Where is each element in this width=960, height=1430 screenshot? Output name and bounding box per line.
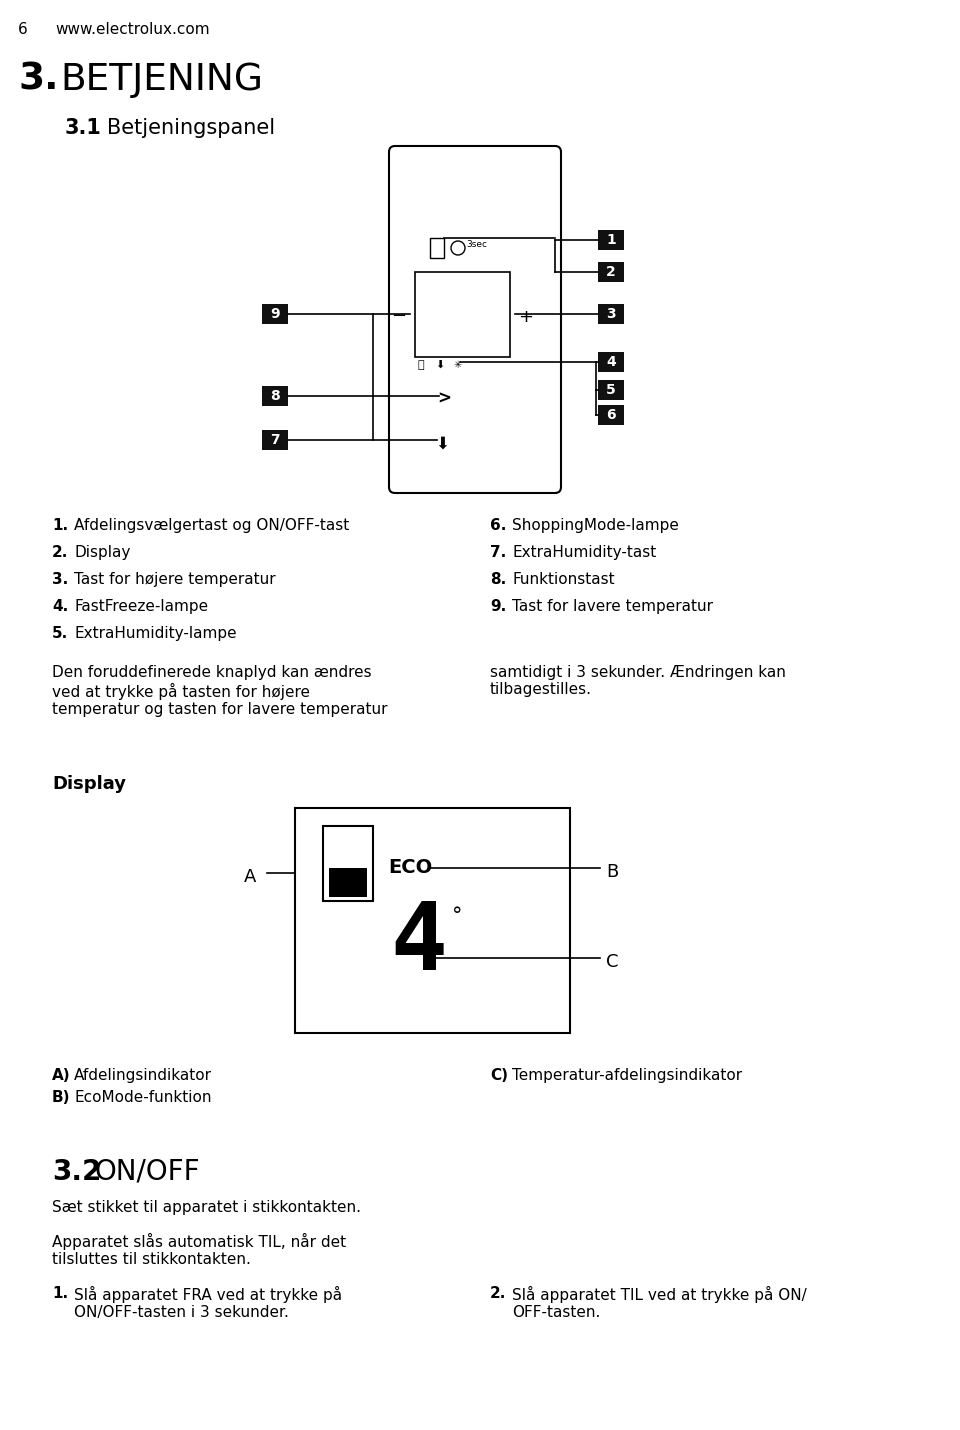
Text: Temperatur-afdelingsindikator: Temperatur-afdelingsindikator [512,1068,742,1083]
Text: Den foruddefinerede knaplyd kan ændres
ved at trykke på tasten for højere
temper: Den foruddefinerede knaplyd kan ændres v… [52,665,388,718]
Text: Slå apparatet FRA ved at trykke på
ON/OFF-tasten i 3 sekunder.: Slå apparatet FRA ved at trykke på ON/OF… [74,1286,342,1320]
Text: 3sec: 3sec [466,240,487,249]
Text: 3.: 3. [52,572,68,586]
Text: Display: Display [52,775,126,794]
Text: °: ° [452,907,463,927]
Text: ON/OFF: ON/OFF [95,1158,201,1185]
Text: Apparatet slås automatisk TIL, når det
tilsluttes til stikkontakten.: Apparatet slås automatisk TIL, når det t… [52,1233,347,1267]
Bar [598,380,624,400]
Text: Afdelingsindikator: Afdelingsindikator [74,1068,212,1083]
Circle shape [451,242,465,255]
Text: C): C) [490,1068,508,1083]
Text: 5: 5 [606,383,616,398]
Text: Slå apparatet TIL ved at trykke på ON/
OFF-tasten.: Slå apparatet TIL ved at trykke på ON/ O… [512,1286,806,1320]
Text: Sæt stikket til apparatet i stikkontakten.: Sæt stikket til apparatet i stikkontakte… [52,1200,361,1216]
Text: 8: 8 [270,389,280,403]
Text: C: C [606,952,618,971]
Text: 9: 9 [270,307,279,320]
Text: 6: 6 [18,21,28,37]
Text: 1.: 1. [52,1286,68,1301]
Bar [323,827,373,901]
Text: samtidigt i 3 sekunder. Ændringen kan
tilbagestilles.: samtidigt i 3 sekunder. Ændringen kan ti… [490,665,786,698]
Text: A): A) [52,1068,71,1083]
Bar [598,352,624,372]
Text: Funktionstast: Funktionstast [512,572,614,586]
Text: ⛟: ⛟ [417,360,423,370]
Text: BETJENING: BETJENING [60,61,263,99]
Text: ⬇: ⬇ [435,435,449,453]
Bar [415,272,510,358]
Text: 2: 2 [606,265,616,279]
Text: ECO: ECO [388,858,432,877]
Text: ExtraHumidity-tast: ExtraHumidity-tast [512,545,657,561]
Text: 7.: 7. [490,545,506,561]
Text: 1.: 1. [52,518,68,533]
Bar [262,305,288,325]
Text: ShoppingMode-lampe: ShoppingMode-lampe [512,518,679,533]
Text: 3: 3 [606,307,615,320]
Text: 3.: 3. [18,61,59,99]
Text: ExtraHumidity-lampe: ExtraHumidity-lampe [74,626,236,641]
Text: Display: Display [74,545,131,561]
Text: 7: 7 [270,433,279,448]
Bar [598,405,624,425]
Text: 3.2: 3.2 [52,1158,102,1185]
Text: Tast for højere temperatur: Tast for højere temperatur [74,572,276,586]
Text: >: > [437,390,451,408]
Text: 8.: 8. [490,572,506,586]
Bar [262,430,288,450]
Bar [430,237,444,257]
Text: 5.: 5. [52,626,68,641]
Text: ✳: ✳ [453,360,461,370]
Text: 4.: 4. [52,599,68,613]
Bar [598,305,624,325]
Bar [598,262,624,282]
Bar [295,808,570,1032]
Text: 9.: 9. [490,599,506,613]
Text: Tast for lavere temperatur: Tast for lavere temperatur [512,599,713,613]
Text: 6: 6 [606,408,615,422]
Text: 4: 4 [390,898,446,990]
Text: 2.: 2. [52,545,68,561]
Bar [329,868,367,897]
Text: 4: 4 [606,355,616,369]
FancyBboxPatch shape [389,146,561,493]
Bar [598,230,624,250]
Text: A: A [244,868,256,887]
Text: +: + [518,307,534,326]
Text: B): B) [52,1090,70,1105]
Text: 6.: 6. [490,518,506,533]
Text: Afdelingsvælgertast og ON/OFF-tast: Afdelingsvælgertast og ON/OFF-tast [74,518,349,533]
Text: FastFreeze-lampe: FastFreeze-lampe [74,599,208,613]
Text: EcoMode-funktion: EcoMode-funktion [74,1090,211,1105]
Text: 3.1: 3.1 [65,119,102,139]
Text: Betjeningspanel: Betjeningspanel [107,119,276,139]
Bar [262,386,288,406]
Text: 1: 1 [606,233,616,247]
Text: −: − [392,307,407,326]
Text: 2.: 2. [490,1286,506,1301]
Text: www.electrolux.com: www.electrolux.com [55,21,209,37]
Text: B: B [606,862,618,881]
Text: ⬇: ⬇ [435,360,444,370]
